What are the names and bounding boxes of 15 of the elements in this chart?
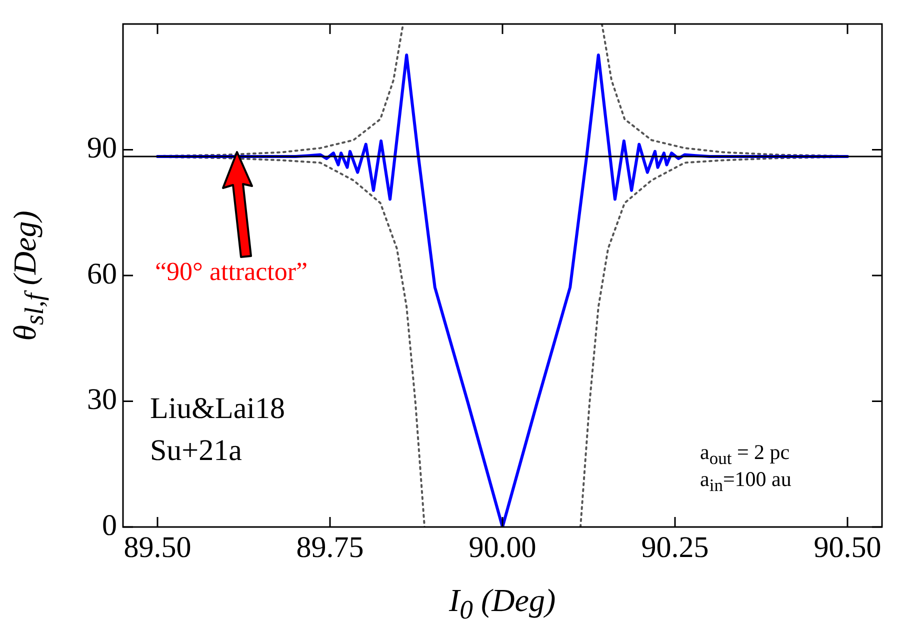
- x-tick-label: 89.75: [296, 530, 364, 564]
- annotation: a$_{out}$ = 2 pc: [700, 440, 790, 468]
- x-tick-label: 90.25: [641, 530, 709, 564]
- y-tick-label: 60: [87, 257, 117, 290]
- y-tick-label: 90: [87, 132, 117, 165]
- y-tick-label: 0: [102, 508, 117, 542]
- annotation: “90° attractor”: [155, 257, 308, 287]
- x-axis-title: I$_{0}$ (Deg): [449, 582, 556, 626]
- annotation: Su+21a: [150, 434, 242, 468]
- y-tick-label: 30: [87, 383, 117, 416]
- annotation: a$_{in}$=100 au: [700, 467, 792, 496]
- x-tick-label: 90.00: [468, 530, 536, 564]
- x-tick-label: 90.50: [814, 530, 882, 564]
- x-tick-label: 89.50: [124, 530, 192, 564]
- annotation: Liu&Lai18: [150, 392, 285, 426]
